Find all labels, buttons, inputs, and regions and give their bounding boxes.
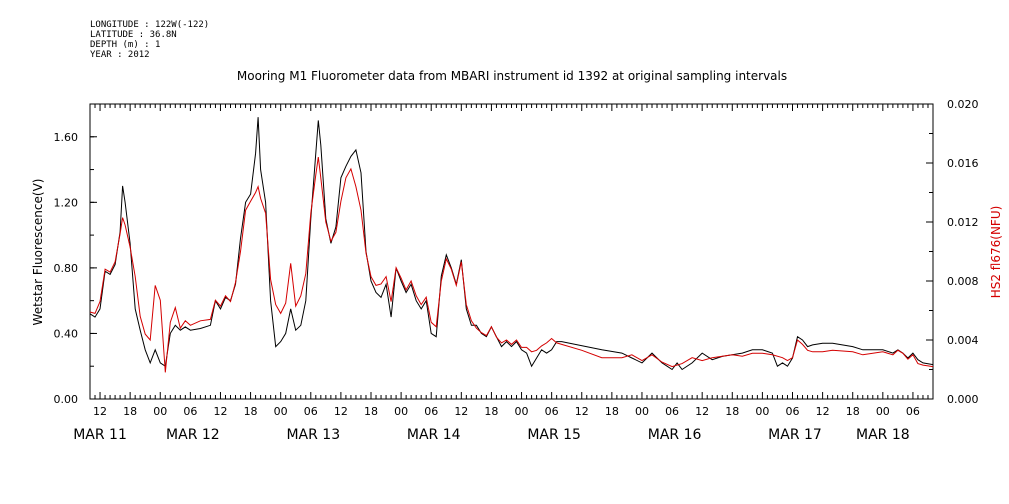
x-hour-label: 12 xyxy=(695,405,709,418)
y2-tick-label: 0.020 xyxy=(947,98,979,111)
x-day-label: MAR 18 xyxy=(856,427,910,443)
y2-axis-label: HS2 fl676(NFU) xyxy=(989,206,1003,299)
x-hour-label: 12 xyxy=(334,405,348,418)
x-hour-label: 00 xyxy=(274,405,288,418)
x-hour-label: 18 xyxy=(244,405,258,418)
x-day-label: MAR 13 xyxy=(286,427,340,443)
y-tick-label: 0.00 xyxy=(54,393,79,406)
x-hour-label: 06 xyxy=(183,405,197,418)
x-hour-label: 06 xyxy=(906,405,920,418)
y-tick-label: 0.80 xyxy=(54,262,79,275)
series-layer xyxy=(89,117,934,373)
x-hour-label: 06 xyxy=(424,405,438,418)
x-hour-label: 06 xyxy=(304,405,318,418)
y2-tick-label: 0.016 xyxy=(947,157,979,170)
header-year: YEAR : 2012 xyxy=(90,50,150,60)
x-hour-label: 06 xyxy=(665,405,679,418)
x-hour-label: 12 xyxy=(93,405,107,418)
series-hs2-line xyxy=(89,157,934,373)
x-hour-label: 12 xyxy=(816,405,830,418)
chart-title: Mooring M1 Fluorometer data from MBARI i… xyxy=(237,69,787,83)
x-day-label: MAR 12 xyxy=(166,427,220,443)
x-hour-label: 00 xyxy=(394,405,408,418)
x-hour-label: 00 xyxy=(876,405,890,418)
x-day-label: MAR 16 xyxy=(648,427,702,443)
header-longitude: LONGITUDE : 122W(-122) xyxy=(90,20,210,30)
x-hour-label: 12 xyxy=(575,405,589,418)
x-day-label: MAR 15 xyxy=(527,427,581,443)
x-hour-label: 06 xyxy=(786,405,800,418)
y2-tick-label: 0.000 xyxy=(947,393,979,406)
x-hour-label: 12 xyxy=(213,405,227,418)
x-hour-label: 18 xyxy=(364,405,378,418)
axis-ticks: 12 18 00 06 12 18 00 06 12 18 00 06 12 18 00 06 12 18 00 06… xyxy=(54,98,979,443)
x-hour-label: 18 xyxy=(123,405,137,418)
y2-tick-label: 0.012 xyxy=(947,216,979,229)
x-hour-label: 00 xyxy=(755,405,769,418)
x-hour-label: 18 xyxy=(605,405,619,418)
y-tick-label: 0.40 xyxy=(54,327,79,340)
header-latitude: LATITUDE : 36.8N xyxy=(90,30,177,40)
y2-tick-label: 0.008 xyxy=(947,275,979,288)
x-hour-label: 12 xyxy=(454,405,468,418)
x-hour-label: 00 xyxy=(153,405,167,418)
y-tick-label: 1.60 xyxy=(54,131,79,144)
x-hour-label: 00 xyxy=(635,405,649,418)
x-hour-label: 18 xyxy=(846,405,860,418)
header-depth: DEPTH (m) : 1 xyxy=(90,40,161,50)
y-axis-label: Wetstar Fluorescence(V) xyxy=(31,179,45,326)
y-tick-label: 1.20 xyxy=(54,196,79,209)
x-day-label: MAR 14 xyxy=(407,427,461,443)
metadata-header: LONGITUDE : 122W(-122) LATITUDE : 36.8N … xyxy=(90,20,209,60)
x-hour-label: 00 xyxy=(515,405,529,418)
y2-tick-label: 0.004 xyxy=(947,334,979,347)
x-hour-label: 18 xyxy=(725,405,739,418)
series-wetstar-line xyxy=(89,117,934,371)
x-day-label: MAR 11 xyxy=(73,427,127,443)
x-hour-label: 18 xyxy=(484,405,498,418)
x-hour-label: 06 xyxy=(545,405,559,418)
x-day-label: MAR 17 xyxy=(768,427,822,443)
plot-frame xyxy=(89,103,934,400)
